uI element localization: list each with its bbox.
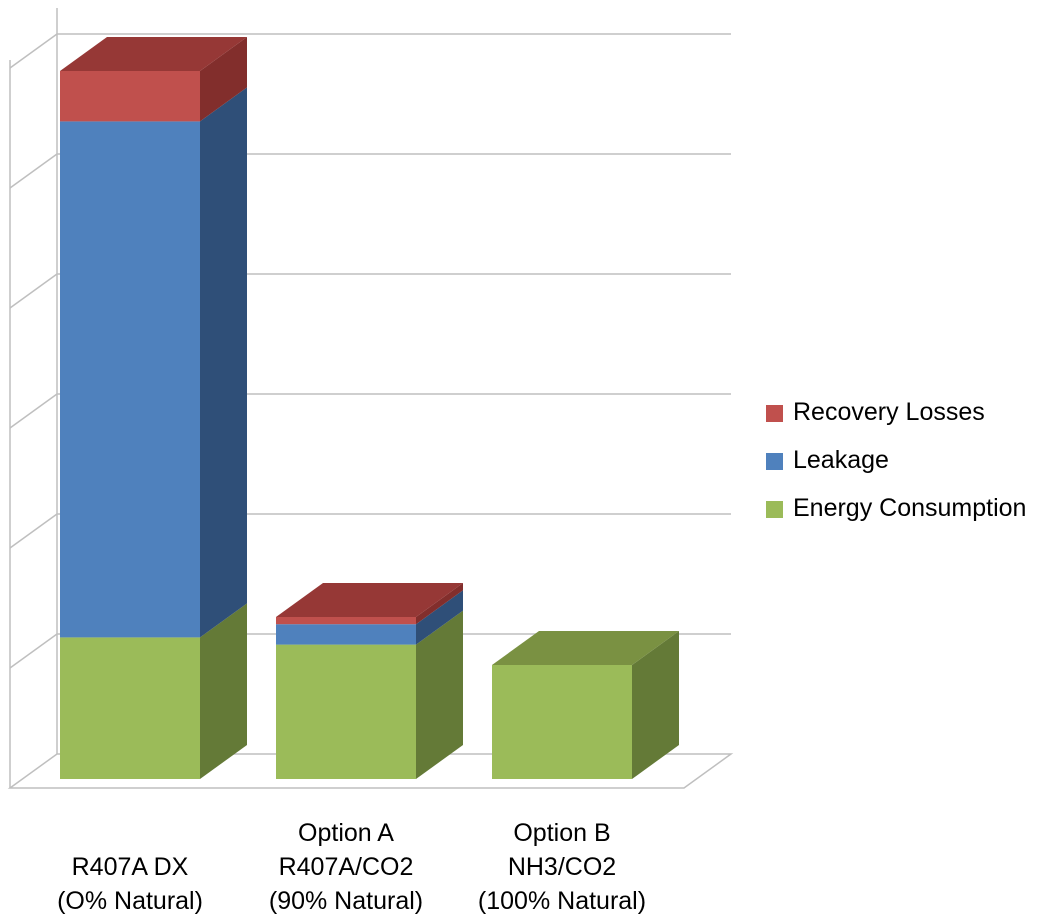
gridline-side	[9, 33, 58, 69]
bar-front-leakage	[60, 121, 200, 638]
gridline-side	[9, 513, 58, 549]
bar-side-energy-consumption	[632, 631, 679, 779]
category-label-line: (O% Natural)	[57, 887, 203, 915]
bar-front-recovery-losses	[60, 71, 200, 122]
category-label: Option A R407A/CO2 (90% Natural)	[226, 816, 466, 918]
legend-label: Recovery Losses	[793, 398, 985, 426]
bar-front-leakage	[276, 624, 416, 645]
bar-top-energy-consumption	[492, 631, 679, 665]
category-label: R407A DX (O% Natural)	[10, 850, 250, 918]
category-label-line: (90% Natural)	[268, 887, 424, 915]
bar-side-leakage	[200, 87, 247, 638]
gridline-side	[9, 153, 58, 189]
bar-side-recovery-losses	[416, 583, 463, 625]
bar-front-energy-consumption	[60, 637, 200, 779]
legend-swatch-recovery-losses	[766, 405, 783, 422]
category-label: Option B NH3/CO2 (100% Natural)	[442, 816, 682, 918]
bar-front-energy-consumption	[276, 644, 416, 779]
category-label-line: (100% Natural)	[477, 887, 647, 915]
bar-front-recovery-losses	[276, 617, 416, 625]
category-label-line: R407A DX	[71, 853, 189, 881]
legend-swatch-leakage	[766, 453, 783, 470]
category-label-line: Option A	[298, 819, 394, 847]
bar-side-energy-consumption	[200, 603, 247, 779]
legend-label: Energy Consumption	[793, 494, 1027, 522]
legend-swatch-energy-consumption	[766, 501, 783, 518]
bar-side-leakage	[416, 590, 463, 645]
bar-top-recovery-losses	[60, 37, 247, 71]
category-label-line: R407A/CO2	[278, 853, 414, 881]
gridline-side	[9, 633, 58, 669]
bar-top-recovery-losses	[276, 583, 463, 617]
gridline-side	[9, 273, 58, 309]
bar-side-energy-consumption	[416, 610, 463, 779]
bar-side-recovery-losses	[200, 37, 247, 122]
bar-front-energy-consumption	[492, 665, 632, 779]
category-label-line: Option B	[513, 819, 611, 847]
gridline-side	[9, 393, 58, 429]
category-label-line: NH3/CO2	[507, 853, 617, 881]
legend-label: Leakage	[793, 446, 889, 474]
chart-floor	[7, 753, 734, 789]
